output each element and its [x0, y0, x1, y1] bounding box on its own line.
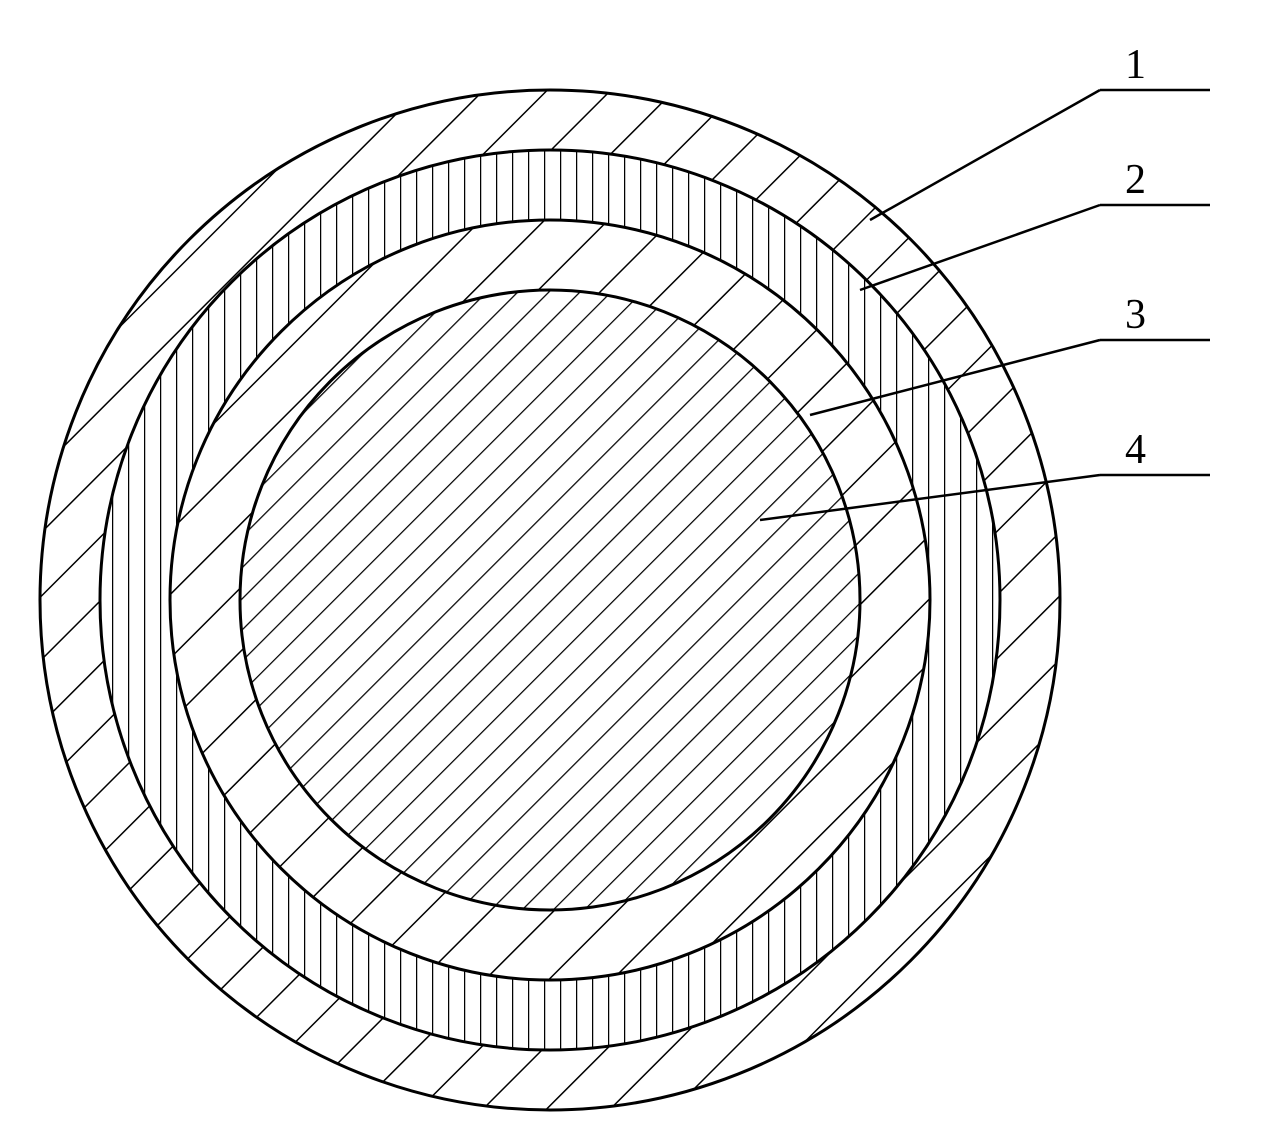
- label-3: 3: [1125, 292, 1146, 338]
- label-4: 4: [1125, 427, 1146, 473]
- label-1: 1: [1125, 42, 1146, 88]
- cross-section-diagram: 1 2 3 4: [0, 0, 1276, 1137]
- diagram-container: 1 2 3 4: [0, 0, 1276, 1137]
- layer-4: [240, 290, 860, 910]
- label-2: 2: [1125, 157, 1146, 203]
